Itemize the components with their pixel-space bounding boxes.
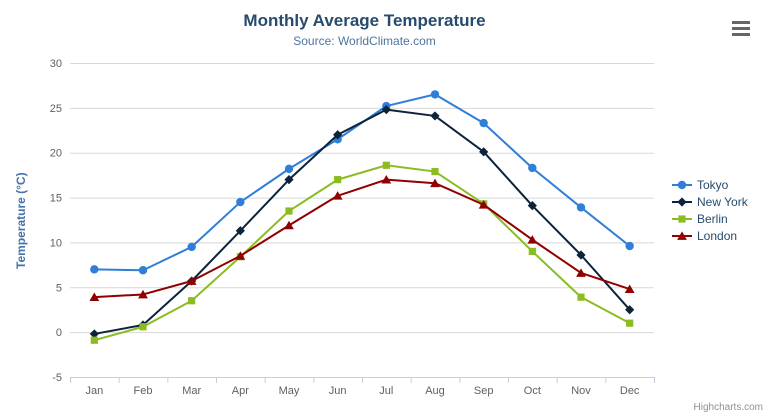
- data-point-new-york[interactable]: [479, 147, 489, 157]
- data-point-berlin[interactable]: [528, 247, 536, 255]
- chart-title: Monthly Average Temperature: [243, 11, 486, 30]
- y-axis-label: 20: [50, 148, 62, 160]
- legend-symbol-diamond-icon: [672, 196, 692, 207]
- series-line-new-york: [93, 108, 631, 335]
- series-line-london: [93, 178, 631, 299]
- x-axis-label: Dec: [620, 385, 640, 397]
- data-point-london[interactable]: [138, 289, 148, 299]
- data-point-new-york[interactable]: [625, 305, 635, 315]
- data-point-tokyo[interactable]: [576, 203, 586, 212]
- data-point-london[interactable]: [478, 200, 489, 209]
- data-point-berlin[interactable]: [139, 323, 147, 331]
- legend-symbol-marker: [677, 230, 687, 240]
- data-point-new-york[interactable]: [430, 111, 440, 121]
- y-axis-label: 25: [50, 103, 62, 115]
- data-point-london[interactable]: [624, 284, 635, 293]
- x-axis-label: Oct: [524, 385, 541, 397]
- data-point-london[interactable]: [186, 276, 197, 285]
- data-point-tokyo[interactable]: [90, 265, 99, 274]
- legend-symbol-marker: [678, 214, 686, 223]
- x-axis-label: Mar: [182, 385, 201, 397]
- legend-item-label: Tokyo: [697, 177, 729, 192]
- legend-item-label: London: [697, 228, 738, 243]
- series-line-tokyo: [93, 93, 631, 272]
- data-point-tokyo[interactable]: [236, 197, 245, 207]
- data-point-berlin[interactable]: [334, 176, 342, 184]
- y-axis-label: 10: [50, 237, 62, 249]
- data-point-london[interactable]: [381, 175, 392, 184]
- data-point-berlin[interactable]: [285, 207, 293, 215]
- y-axis-label: -5: [52, 372, 62, 384]
- data-point-london[interactable]: [332, 191, 343, 200]
- data-point-tokyo[interactable]: [479, 118, 488, 128]
- data-point-berlin[interactable]: [188, 297, 196, 305]
- x-axis-label: Aug: [425, 385, 445, 397]
- legend-symbol-circle-icon: [672, 180, 692, 189]
- x-axis-label: Jul: [379, 385, 393, 397]
- chart-subtitle: Source: WorldClimate.com: [293, 34, 436, 48]
- legend-symbol-square-icon: [672, 214, 692, 223]
- x-axis-label: Sep: [474, 385, 494, 397]
- data-point-london[interactable]: [235, 251, 246, 260]
- hamburger-menu-icon: [732, 21, 750, 36]
- x-axis-label: Jun: [329, 385, 347, 397]
- legend-symbol-marker: [677, 196, 687, 207]
- x-axis-label: Feb: [134, 385, 153, 397]
- credits-link[interactable]: Highcharts.com: [693, 402, 763, 413]
- data-point-london[interactable]: [576, 268, 586, 277]
- data-point-new-york[interactable]: [381, 105, 391, 115]
- data-point-new-york[interactable]: [89, 329, 99, 339]
- legend: Tokyo New York Berlin London: [672, 176, 748, 244]
- data-point-tokyo[interactable]: [284, 164, 294, 174]
- x-axis-label: May: [279, 385, 300, 397]
- legend-symbol-triangle-icon: [672, 230, 692, 240]
- data-point-berlin[interactable]: [626, 319, 634, 327]
- legend-item-tokyo[interactable]: Tokyo: [672, 176, 748, 193]
- export-menu-button[interactable]: [732, 21, 750, 36]
- y-axis-label: 5: [56, 282, 62, 294]
- y-axis-label: 0: [56, 327, 62, 339]
- data-point-london[interactable]: [527, 235, 538, 244]
- legend-item-london[interactable]: London: [672, 227, 748, 244]
- legend-item-berlin[interactable]: Berlin: [672, 210, 748, 227]
- data-point-tokyo[interactable]: [187, 242, 196, 252]
- data-point-tokyo[interactable]: [430, 90, 440, 99]
- data-point-berlin[interactable]: [382, 161, 390, 169]
- legend-symbol-marker: [677, 180, 687, 189]
- data-point-tokyo[interactable]: [138, 266, 148, 275]
- data-point-london[interactable]: [284, 220, 294, 230]
- x-axis-label: Jan: [85, 385, 103, 397]
- data-point-tokyo[interactable]: [528, 163, 537, 173]
- series-line-berlin: [93, 164, 631, 342]
- legend-item-new-york[interactable]: New York: [672, 193, 748, 210]
- data-point-london[interactable]: [89, 292, 100, 302]
- data-point-london[interactable]: [430, 178, 440, 188]
- data-point-new-york[interactable]: [235, 226, 245, 236]
- data-point-tokyo[interactable]: [625, 241, 634, 251]
- data-point-new-york[interactable]: [527, 201, 537, 211]
- legend-item-label: New York: [697, 194, 748, 209]
- x-axis-label: Apr: [232, 385, 249, 397]
- x-axis-label: Nov: [571, 385, 591, 397]
- y-axis-label: 30: [50, 58, 62, 70]
- legend-item-label: Berlin: [697, 211, 728, 226]
- data-point-berlin[interactable]: [431, 167, 439, 176]
- data-point-new-york[interactable]: [576, 250, 586, 260]
- y-axis-label: 15: [50, 193, 62, 205]
- data-point-new-york[interactable]: [284, 175, 294, 185]
- data-point-berlin[interactable]: [90, 336, 98, 344]
- data-point-berlin[interactable]: [577, 293, 585, 301]
- data-point-new-york[interactable]: [333, 130, 343, 140]
